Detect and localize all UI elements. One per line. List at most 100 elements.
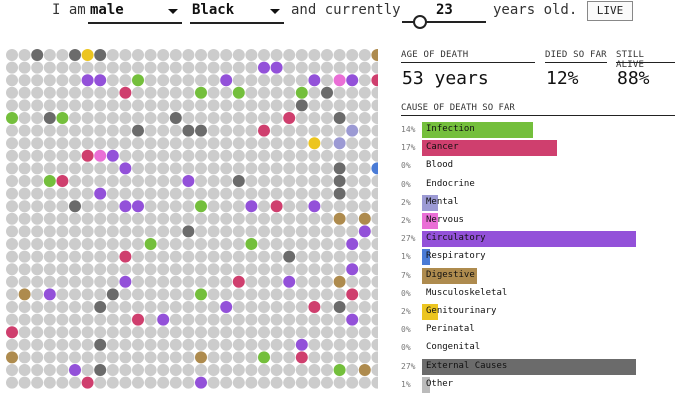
person-dot-alive (358, 250, 371, 263)
person-dot-deceased (258, 61, 270, 74)
cause-bar (422, 140, 557, 157)
person-dot-alive (69, 175, 81, 187)
person-dot-alive (169, 263, 182, 276)
person-dot-alive (295, 74, 308, 87)
person-dot-deceased (56, 175, 69, 187)
person-dot-alive (144, 250, 157, 263)
person-dot-alive (94, 275, 107, 288)
person-dot-alive (43, 86, 56, 99)
age-slider-track[interactable] (402, 21, 486, 23)
person-dot-alive (220, 238, 233, 250)
person-dot-alive (283, 61, 296, 74)
person-dot-alive (308, 225, 321, 238)
age-slider-handle[interactable] (412, 15, 427, 29)
race-select[interactable]: Black (190, 0, 284, 24)
cause-label: Infection (426, 124, 475, 134)
person-dot-alive (295, 313, 308, 326)
person-dot-alive (31, 288, 44, 301)
person-dot-alive (371, 250, 378, 263)
person-dot-alive (169, 250, 182, 263)
cause-row: 0% Congenital (401, 340, 675, 356)
person-dot-alive (119, 112, 132, 124)
person-dot-deceased (81, 149, 94, 162)
person-dot-alive (232, 288, 245, 301)
person-dot-alive (94, 326, 107, 339)
person-dot-deceased (308, 137, 321, 150)
person-dot-alive (207, 212, 220, 225)
person-dot-alive (321, 112, 333, 124)
cause-percent: 0% (401, 179, 411, 189)
person-dot-alive (56, 275, 69, 288)
person-dot-alive (69, 86, 81, 99)
person-dot-alive (169, 225, 182, 238)
person-dot-alive (157, 288, 170, 301)
person-dot-alive (119, 187, 132, 200)
person-dot-alive (195, 238, 207, 250)
live-button[interactable]: LIVE (587, 1, 633, 21)
person-dot-alive (220, 137, 233, 150)
person-dot-alive (258, 112, 270, 124)
person-dot-alive (258, 376, 270, 389)
person-dot-alive (371, 238, 378, 250)
person-dot-alive (220, 187, 233, 200)
person-dot-alive (18, 187, 31, 200)
person-dot-alive (169, 351, 182, 364)
person-dot-alive (333, 326, 346, 339)
person-dot-alive (43, 124, 56, 137)
person-dot-deceased (94, 301, 107, 313)
person-dot-alive (157, 137, 170, 150)
person-dot-alive (220, 338, 233, 351)
person-dot-alive (308, 263, 321, 276)
person-dot-alive (169, 238, 182, 250)
person-dot-alive (270, 225, 283, 238)
person-dot-alive (371, 149, 378, 162)
person-dot-alive (18, 175, 31, 187)
person-dot-alive (321, 313, 333, 326)
sex-select[interactable]: male (88, 0, 182, 24)
person-dot-alive (6, 175, 18, 187)
person-dot-deceased (195, 351, 207, 364)
person-dot-alive (132, 175, 144, 187)
person-dot-alive (119, 338, 132, 351)
person-dot-deceased (333, 301, 346, 313)
person-dot-deceased (283, 275, 296, 288)
person-dot-alive (358, 187, 371, 200)
person-dot-alive (371, 263, 378, 276)
person-dot-alive (182, 326, 195, 339)
person-dot-alive (245, 175, 258, 187)
person-dot-alive (358, 313, 371, 326)
person-dot-alive (245, 124, 258, 137)
person-dot-alive (81, 212, 94, 225)
person-dot-deceased (119, 250, 132, 263)
person-dot-alive (195, 250, 207, 263)
person-dot-alive (321, 250, 333, 263)
person-dot-alive (169, 200, 182, 213)
person-dot-alive (43, 49, 56, 61)
person-dot-alive (31, 263, 44, 276)
person-dot-alive (232, 225, 245, 238)
person-dot-alive (169, 326, 182, 339)
person-dot-alive (258, 162, 270, 175)
person-dot-alive (144, 175, 157, 187)
person-dot-alive (132, 301, 144, 313)
person-dot-alive (31, 238, 44, 250)
person-dot-alive (94, 313, 107, 326)
person-dot-deceased (371, 162, 378, 175)
person-dot-alive (18, 112, 31, 124)
person-dot-alive (358, 162, 371, 175)
person-dot-alive (94, 250, 107, 263)
person-dot-alive (371, 338, 378, 351)
person-dot-deceased (220, 301, 233, 313)
person-dot-alive (157, 112, 170, 124)
person-dot-alive (321, 61, 333, 74)
person-dot-alive (43, 225, 56, 238)
person-dot-alive (371, 313, 378, 326)
person-dot-alive (220, 263, 233, 276)
person-dot-alive (31, 301, 44, 313)
person-dot-alive (106, 112, 119, 124)
person-dot-alive (295, 162, 308, 175)
person-dot-deceased (195, 376, 207, 389)
person-dot-alive (358, 74, 371, 87)
person-dot-deceased (308, 301, 321, 313)
cause-bar (422, 194, 438, 211)
